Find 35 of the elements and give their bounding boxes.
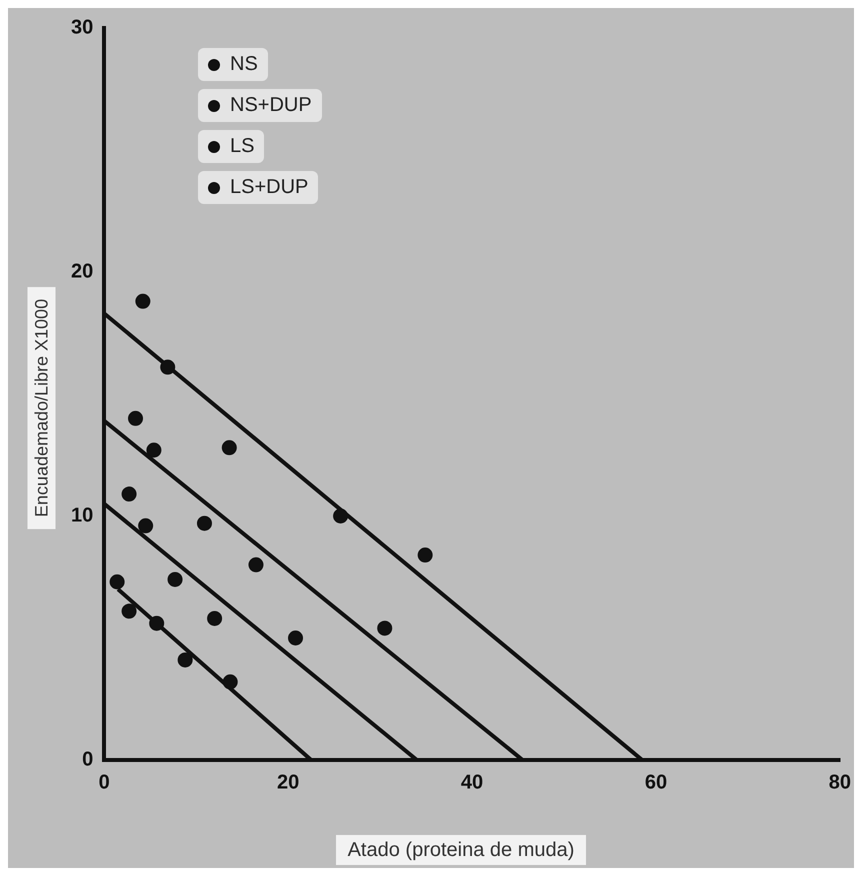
y-tick-label: 0 bbox=[82, 748, 94, 771]
point bbox=[178, 652, 193, 668]
legend-label: LS bbox=[230, 135, 254, 158]
point bbox=[135, 294, 150, 309]
x-tick-label: 60 bbox=[644, 772, 668, 794]
x-axis-title: Atado (proteina de muda) bbox=[336, 835, 586, 865]
point bbox=[196, 516, 212, 531]
point bbox=[377, 620, 392, 636]
point bbox=[418, 548, 433, 563]
point bbox=[138, 518, 154, 534]
point bbox=[333, 508, 348, 524]
y-tick-label: 30 bbox=[70, 16, 94, 39]
point bbox=[110, 574, 125, 590]
point bbox=[122, 486, 137, 502]
point bbox=[222, 674, 238, 690]
x-tick-label: 0 bbox=[98, 772, 110, 794]
y-tick-label: 10 bbox=[70, 504, 94, 527]
point bbox=[146, 442, 162, 458]
point bbox=[149, 616, 164, 631]
point bbox=[288, 630, 304, 646]
point bbox=[160, 360, 176, 375]
point bbox=[222, 440, 237, 456]
legend-label: NS bbox=[230, 53, 258, 76]
y-axis-title: Encuademado/Libre X1000 bbox=[28, 286, 56, 530]
x-tick-label: 20 bbox=[277, 772, 300, 794]
point bbox=[128, 410, 144, 426]
point bbox=[122, 604, 137, 619]
point bbox=[207, 610, 222, 626]
x-tick-label: 40 bbox=[460, 772, 484, 794]
y-tick-label: 20 bbox=[70, 260, 94, 283]
legend-label: NS+DUP bbox=[230, 94, 312, 117]
point bbox=[248, 557, 264, 572]
legend-label: LS+DUP bbox=[230, 176, 308, 199]
point bbox=[168, 572, 183, 587]
x-tick-label: 80 bbox=[828, 772, 851, 794]
